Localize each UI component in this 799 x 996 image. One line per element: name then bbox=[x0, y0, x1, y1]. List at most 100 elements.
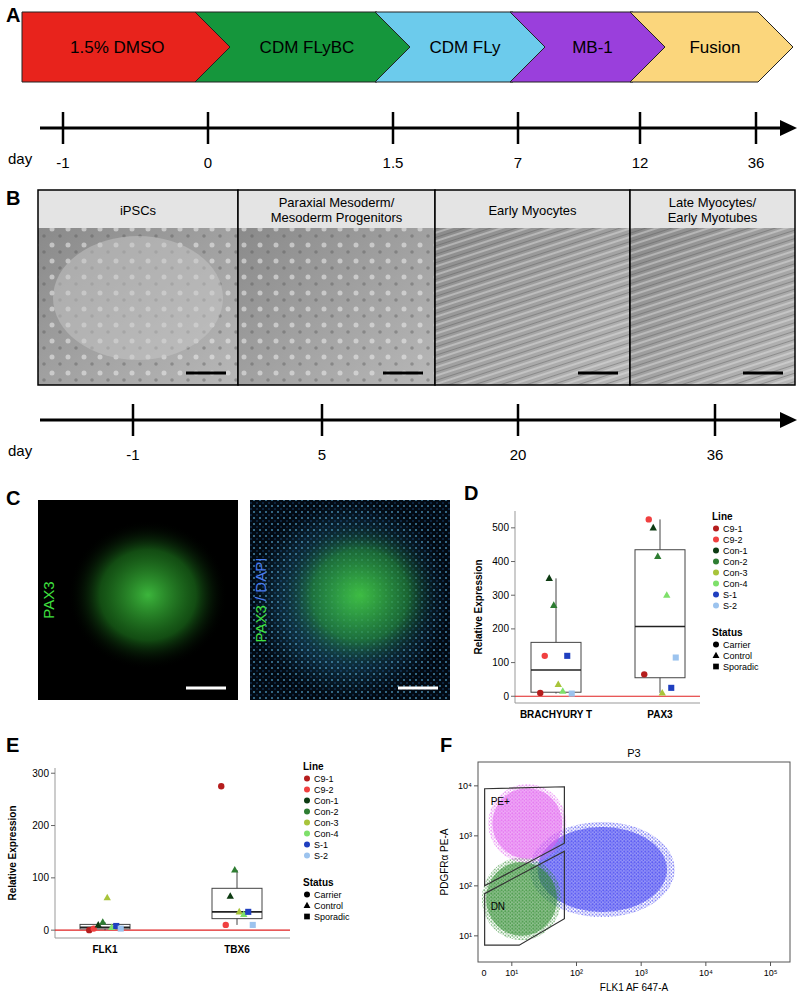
y-tick-label: 10⁴ bbox=[458, 781, 472, 791]
legend-entry: Con-1 bbox=[314, 796, 339, 806]
legend-entry: S-1 bbox=[314, 840, 328, 850]
box-chart: 0100200300Relative ExpressionFLK1TBX6Lin… bbox=[7, 761, 350, 955]
y-tick bbox=[511, 662, 515, 663]
stage-arrow bbox=[22, 12, 230, 82]
data-point bbox=[673, 654, 679, 660]
data-point bbox=[550, 601, 557, 608]
legend-swatch bbox=[713, 526, 719, 532]
median bbox=[531, 669, 581, 671]
x-tick-label: 10⁴ bbox=[699, 968, 713, 978]
legend-swatch bbox=[713, 592, 719, 598]
legend-entry: C9-1 bbox=[314, 774, 334, 784]
colony bbox=[53, 236, 223, 360]
population-scatter bbox=[488, 784, 566, 863]
legend-swatch bbox=[304, 787, 310, 793]
x-tick bbox=[705, 962, 706, 966]
scale-bar bbox=[578, 372, 618, 375]
whisker bbox=[237, 870, 238, 888]
micrograph-title: Early Myotubes bbox=[668, 210, 758, 225]
micrograph bbox=[435, 228, 630, 385]
legend-entry: Sporadic bbox=[723, 662, 759, 672]
legend-entry: Con-3 bbox=[723, 568, 748, 578]
immunostaining: PAX3 PAX3 / DAPI bbox=[38, 500, 450, 700]
origin-label: 0 bbox=[481, 968, 486, 978]
legend-entry: C9-1 bbox=[723, 524, 743, 534]
data-point bbox=[104, 894, 111, 901]
day-label: 7 bbox=[514, 154, 522, 171]
plot-frame bbox=[478, 762, 790, 962]
stage-label: Fusion bbox=[689, 38, 740, 57]
y-tick bbox=[51, 825, 55, 826]
x-axis bbox=[515, 703, 700, 704]
y-tick bbox=[511, 628, 515, 629]
micrograph-title: Paraxial Mesoderm/ bbox=[279, 195, 395, 210]
x-axis-label: FLK1 AF 647-A bbox=[600, 982, 669, 993]
legend-swatch bbox=[713, 652, 720, 658]
category-label: BRACHYURY T bbox=[520, 709, 592, 720]
data-point bbox=[223, 922, 229, 928]
y-tick-label: 0 bbox=[503, 691, 509, 702]
y-tick bbox=[51, 877, 55, 878]
timeline-arrowhead bbox=[780, 412, 797, 428]
micrograph-header bbox=[238, 190, 435, 228]
legend-entry: Control bbox=[314, 901, 343, 911]
timeline-tick bbox=[755, 112, 758, 144]
day-label: 36 bbox=[707, 446, 724, 463]
day-label: 20 bbox=[510, 446, 527, 463]
y-tick-label: 300 bbox=[32, 768, 49, 779]
pax3-signal bbox=[68, 520, 228, 670]
legend-entry: C9-2 bbox=[723, 535, 743, 545]
micrograph-title: Mesoderm Progenitors bbox=[271, 210, 403, 225]
whisker bbox=[660, 678, 661, 693]
plot-area bbox=[55, 783, 290, 933]
y-axis-label: Relative Expression bbox=[7, 805, 18, 900]
plot-area bbox=[482, 784, 675, 945]
timeline-arrowhead bbox=[780, 120, 797, 136]
timeline-tick bbox=[714, 404, 717, 436]
stain-label: PAX3 bbox=[40, 581, 57, 618]
y-tick bbox=[51, 930, 55, 931]
timeline: -101.571236day bbox=[8, 112, 797, 171]
y-tick bbox=[474, 835, 478, 836]
timeline-tick bbox=[517, 404, 520, 436]
pax3-signal bbox=[280, 520, 440, 670]
legend-entry: S-2 bbox=[723, 601, 737, 611]
data-point bbox=[118, 926, 124, 932]
gate-label: DN bbox=[491, 901, 505, 912]
data-point bbox=[99, 918, 106, 925]
data-point bbox=[231, 866, 238, 873]
y-tick bbox=[474, 935, 478, 936]
legend-swatch bbox=[713, 603, 719, 609]
category-label: PAX3 bbox=[647, 709, 673, 720]
stain-label-part: / DAPI bbox=[252, 558, 269, 606]
micrograph-texture bbox=[238, 228, 435, 385]
panel-letter: D bbox=[464, 482, 478, 504]
legend-entry: S-1 bbox=[723, 590, 737, 600]
legend-swatch bbox=[713, 537, 719, 543]
panel-letter: F bbox=[440, 734, 452, 756]
micrograph-header bbox=[38, 190, 238, 228]
legend-title: Line bbox=[712, 511, 733, 522]
y-tick bbox=[511, 561, 515, 562]
x-axis bbox=[55, 938, 290, 939]
day-label: 5 bbox=[318, 446, 326, 463]
stain-label-part: PAX3 bbox=[252, 605, 269, 642]
x-tick-label: 10³ bbox=[635, 968, 648, 978]
scale-bar bbox=[186, 687, 226, 690]
data-point bbox=[542, 653, 548, 659]
category-label: FLK1 bbox=[93, 944, 118, 955]
timeline: -152036day bbox=[8, 404, 797, 463]
y-tick bbox=[511, 595, 515, 596]
legend-entry: Con-4 bbox=[314, 829, 339, 839]
legend-swatch bbox=[304, 842, 310, 848]
data-point bbox=[646, 516, 652, 522]
median bbox=[635, 626, 685, 628]
micrograph-title: Late Myocytes/ bbox=[669, 195, 757, 210]
micrograph-frame bbox=[630, 190, 795, 385]
micrograph-texture bbox=[630, 228, 795, 385]
data-point bbox=[641, 671, 647, 677]
box bbox=[212, 888, 262, 918]
x-tick bbox=[511, 962, 512, 966]
data-point bbox=[650, 524, 657, 531]
legend-entry: Con-3 bbox=[314, 818, 339, 828]
